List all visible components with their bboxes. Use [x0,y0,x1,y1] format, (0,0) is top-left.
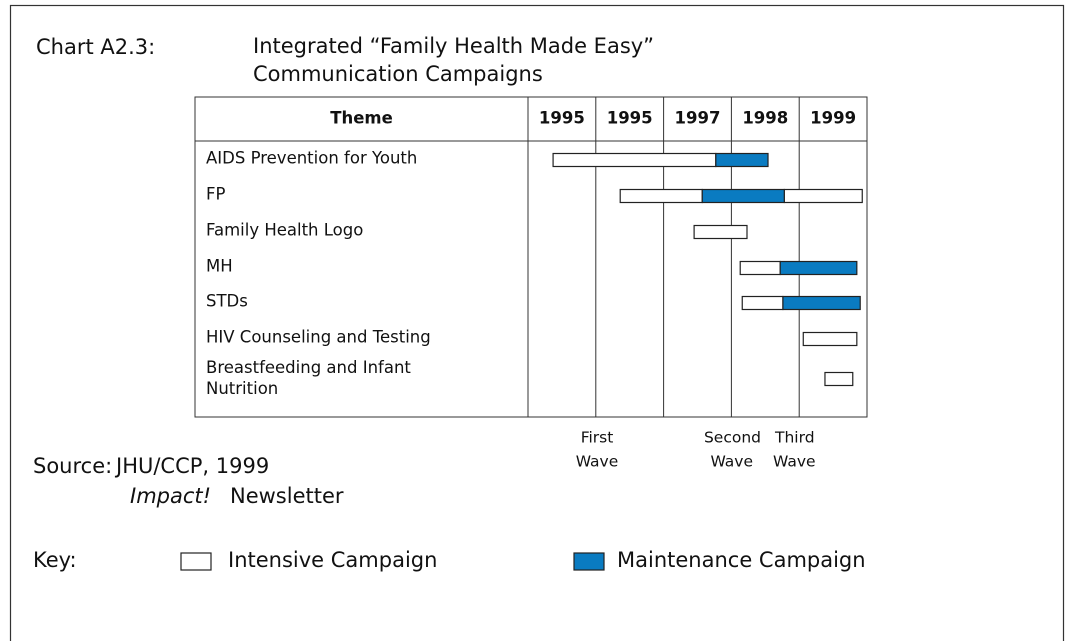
campaign-bar [739,260,781,276]
column-header: 1995 [539,109,585,128]
key-swatch [180,552,212,571]
theme-label: Breastfeeding and Infant [206,358,411,377]
wave-label: Wave [576,453,619,471]
campaign-bar [783,188,863,204]
theme-label: STDs [206,292,248,311]
campaign-bar [619,188,703,204]
campaign-bar [824,371,854,387]
theme-label: MH [206,257,233,276]
chart-title: Communication Campaigns [253,62,543,86]
campaign-bar [701,188,785,204]
wave-label: First [581,429,614,447]
chart-title: Integrated “Family Health Made Easy” [253,34,654,58]
wave-label: Wave [710,453,753,471]
wave-label: Third [774,429,815,447]
campaign-bar [779,260,858,276]
column-header: 1999 [810,109,856,128]
theme-label: FP [206,185,225,204]
column-header: 1998 [742,109,788,128]
source-rest: Newsletter [230,484,344,508]
key-swatch [573,552,605,571]
wave-label: Wave [773,453,816,471]
theme-label: Family Health Logo [206,221,363,240]
key-label: Intensive Campaign [228,548,437,572]
frame [9,4,1065,641]
source-label: Source: [33,454,112,478]
campaign-bar [693,224,748,240]
source-italic: Impact! [130,484,211,508]
chart-label: Chart A2.3: [36,35,155,59]
theme-label: Nutrition [206,379,278,398]
theme-label: AIDS Prevention for Youth [206,149,417,168]
key-label: Key: [33,548,77,572]
header-theme: Theme [330,109,393,128]
column-header: 1995 [607,109,653,128]
campaign-bar [782,295,861,311]
theme-label: HIV Counseling and Testing [206,328,431,347]
wave-label: Second [704,429,761,447]
campaign-bar [715,152,769,168]
key-label: Maintenance Campaign [617,548,866,572]
campaign-bar [741,295,784,311]
source-text: JHU/CCP, 1999 [114,454,269,478]
campaign-bar [552,152,717,168]
column-header: 1997 [675,109,721,128]
campaign-bar [802,331,858,347]
